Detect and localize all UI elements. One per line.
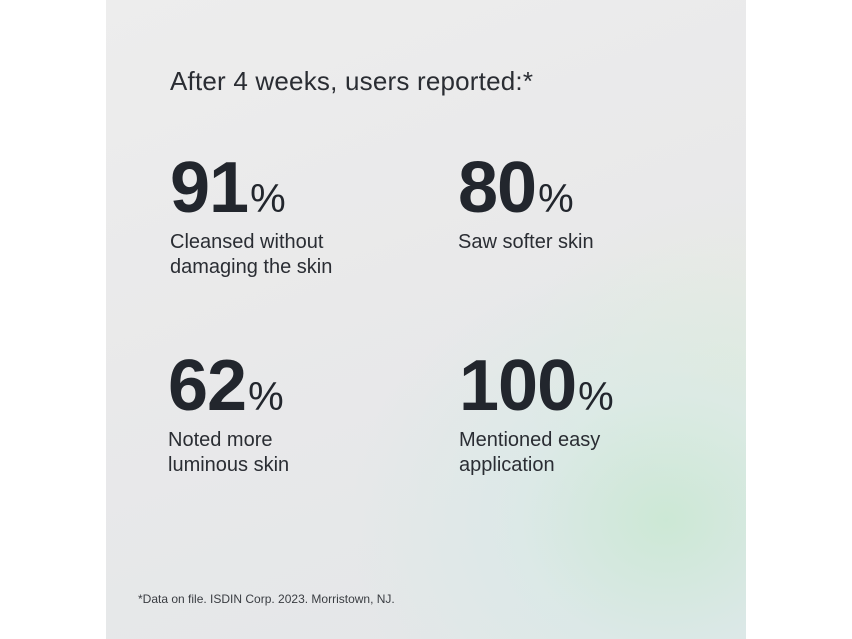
percent-sign: % bbox=[250, 177, 286, 221]
stat-description-line: Noted more bbox=[168, 429, 273, 451]
stats-panel: After 4 weeks, users reported:* 91 % Cle… bbox=[106, 0, 746, 639]
percent-sign: % bbox=[248, 375, 284, 419]
stat-number: 100 % bbox=[459, 350, 689, 422]
percent-sign: % bbox=[578, 375, 614, 419]
stat-description-line: Cleansed without bbox=[170, 231, 324, 253]
stat-description: Cleansed without damaging the skin bbox=[170, 230, 400, 280]
stat-cleansed: 91 % Cleansed without damaging the skin bbox=[170, 152, 400, 280]
footnote: *Data on file. ISDIN Corp. 2023. Morrist… bbox=[138, 592, 395, 606]
stat-value: 62 bbox=[168, 346, 247, 426]
stat-softer-skin: 80 % Saw softer skin bbox=[458, 152, 688, 255]
stat-description: Saw softer skin bbox=[458, 230, 688, 255]
stat-value: 91 bbox=[170, 148, 249, 228]
stat-description: Mentioned easy application bbox=[459, 428, 689, 478]
stat-luminous-skin: 62 % Noted more luminous skin bbox=[168, 350, 398, 478]
stat-description: Noted more luminous skin bbox=[168, 428, 398, 478]
stat-description-line: application bbox=[459, 454, 555, 476]
stat-description-line: damaging the skin bbox=[170, 256, 333, 278]
stat-value: 100 bbox=[459, 346, 577, 426]
stat-description-line: Saw softer skin bbox=[458, 231, 594, 253]
heading: After 4 weeks, users reported:* bbox=[170, 66, 534, 96]
stat-number: 80 % bbox=[458, 152, 688, 224]
stat-number: 62 % bbox=[168, 350, 398, 422]
stat-description-line: luminous skin bbox=[168, 454, 290, 476]
stat-number: 91 % bbox=[170, 152, 400, 224]
stat-easy-application: 100 % Mentioned easy application bbox=[459, 350, 689, 478]
percent-sign: % bbox=[538, 177, 574, 221]
stat-description-line: Mentioned easy bbox=[459, 429, 601, 451]
stat-value: 80 bbox=[458, 148, 537, 228]
